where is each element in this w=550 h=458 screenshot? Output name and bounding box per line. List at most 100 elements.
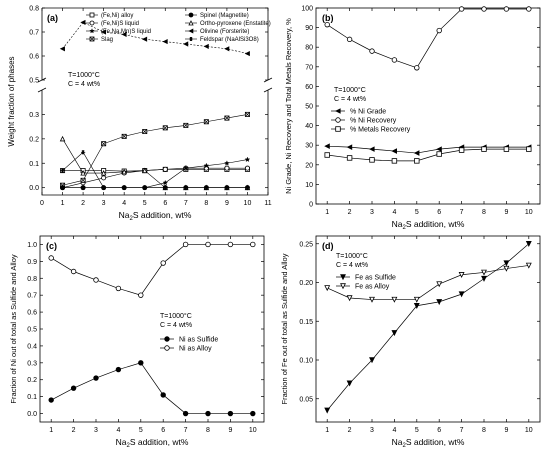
panel-label: (d) bbox=[322, 241, 334, 251]
data-point bbox=[244, 165, 250, 171]
data-point bbox=[436, 281, 443, 288]
series-line bbox=[327, 148, 529, 162]
data-point bbox=[503, 146, 510, 152]
data-point bbox=[203, 119, 209, 125]
data-point bbox=[142, 129, 148, 135]
data-point bbox=[162, 179, 169, 186]
data-point bbox=[141, 36, 148, 42]
data-point bbox=[80, 177, 86, 183]
legend-marker bbox=[89, 20, 95, 26]
data-point bbox=[369, 357, 375, 364]
data-point bbox=[163, 185, 168, 190]
data-point bbox=[481, 275, 487, 282]
data-point bbox=[391, 330, 398, 337]
data-point bbox=[80, 170, 86, 176]
data-point bbox=[413, 303, 420, 309]
plot-frame bbox=[315, 235, 541, 423]
x-tick-label: 4 bbox=[392, 209, 396, 216]
legend-entry: Feldspar (NaAlSi3O8) bbox=[200, 37, 259, 43]
x-tick-label: 2 bbox=[72, 427, 76, 434]
y-tick-label: 0.1 bbox=[27, 394, 37, 401]
x-tick-label: 1 bbox=[325, 209, 329, 216]
data-point bbox=[100, 29, 107, 35]
data-point bbox=[80, 150, 86, 155]
data-point bbox=[121, 168, 127, 175]
y-tick-label: 0.20 bbox=[299, 280, 313, 287]
data-point bbox=[203, 43, 209, 49]
y-tick-label: 0.2 bbox=[29, 136, 39, 143]
series-line bbox=[62, 138, 248, 188]
data-point bbox=[324, 143, 330, 149]
legend-marker bbox=[335, 108, 341, 114]
y-tick-label: 60 bbox=[305, 84, 313, 91]
x-tick-label: 3 bbox=[102, 200, 106, 207]
legend-entry: Slag bbox=[101, 37, 113, 43]
x-tick-label: 9 bbox=[504, 427, 508, 434]
series-line bbox=[327, 8, 529, 69]
y-tick-label: 0 bbox=[309, 202, 313, 209]
x-tick-label: 3 bbox=[370, 209, 374, 216]
x-axis-label: Na2S addition, wt% bbox=[116, 437, 189, 449]
legend-entry: Spinel (Magnetite) bbox=[200, 13, 249, 19]
y-tick-label: 0.5 bbox=[27, 327, 37, 334]
data-point bbox=[346, 144, 353, 150]
y-tick-label: 0.10 bbox=[299, 358, 313, 365]
legend-marker bbox=[164, 345, 170, 351]
data-point bbox=[203, 162, 210, 169]
x-tick-label: 10 bbox=[244, 200, 252, 207]
legend-entry: Ni as Sulfide bbox=[179, 337, 218, 344]
legend-entry: Fe as Sulfide bbox=[355, 275, 396, 282]
data-point bbox=[391, 296, 398, 303]
data-point bbox=[138, 292, 144, 298]
data-point bbox=[183, 41, 189, 47]
y-tick-label: 0.25 bbox=[299, 241, 313, 248]
data-point bbox=[183, 122, 189, 128]
data-point bbox=[227, 410, 234, 417]
data-point bbox=[481, 146, 487, 152]
y-tick-label: 0.1 bbox=[29, 161, 39, 168]
data-point bbox=[93, 375, 99, 381]
data-point bbox=[481, 269, 487, 276]
data-point bbox=[121, 31, 127, 37]
data-point bbox=[244, 51, 250, 57]
x-axis-label: Na2S addition, wt% bbox=[392, 219, 465, 231]
x-tick-label: 5 bbox=[139, 427, 143, 434]
data-point bbox=[414, 65, 420, 71]
data-point bbox=[101, 185, 106, 190]
data-point bbox=[503, 6, 510, 12]
data-point bbox=[80, 19, 86, 25]
x-tick-label: 10 bbox=[525, 427, 533, 434]
data-point bbox=[162, 39, 168, 45]
data-point bbox=[346, 380, 353, 387]
series-line bbox=[326, 243, 530, 411]
y-tick-label: 0.5 bbox=[29, 78, 39, 85]
data-point bbox=[204, 185, 209, 190]
data-point bbox=[115, 285, 122, 292]
data-point bbox=[436, 151, 442, 157]
data-point bbox=[369, 296, 375, 303]
series-line bbox=[62, 159, 248, 188]
x-tick-label: 2 bbox=[348, 209, 352, 216]
y-tick-label: 50 bbox=[305, 104, 313, 111]
y-axis-label: Fraction of Fe out of total as Sulfide a… bbox=[280, 253, 289, 404]
legend-marker bbox=[340, 274, 346, 281]
data-point bbox=[80, 185, 86, 191]
condition-annotation: C = 4 wt% bbox=[160, 322, 192, 329]
data-point bbox=[458, 272, 465, 278]
data-point bbox=[436, 27, 442, 34]
data-point bbox=[60, 168, 65, 173]
x-tick-label: 4 bbox=[116, 427, 120, 434]
data-point bbox=[182, 165, 189, 171]
x-tick-label: 6 bbox=[163, 200, 167, 207]
x-axis-label: Na2S addition, wt% bbox=[119, 210, 192, 222]
x-tick-label: 4 bbox=[392, 427, 396, 434]
data-point bbox=[160, 260, 166, 266]
x-tick-label: 7 bbox=[184, 200, 188, 207]
legend-marker bbox=[164, 336, 170, 342]
data-point bbox=[503, 265, 510, 272]
y-tick-label: 0.7 bbox=[27, 293, 37, 300]
y-tick-label: 70 bbox=[305, 64, 313, 71]
data-point bbox=[503, 260, 510, 267]
data-point bbox=[162, 125, 168, 131]
y-tick-label: 0.8 bbox=[29, 6, 39, 13]
